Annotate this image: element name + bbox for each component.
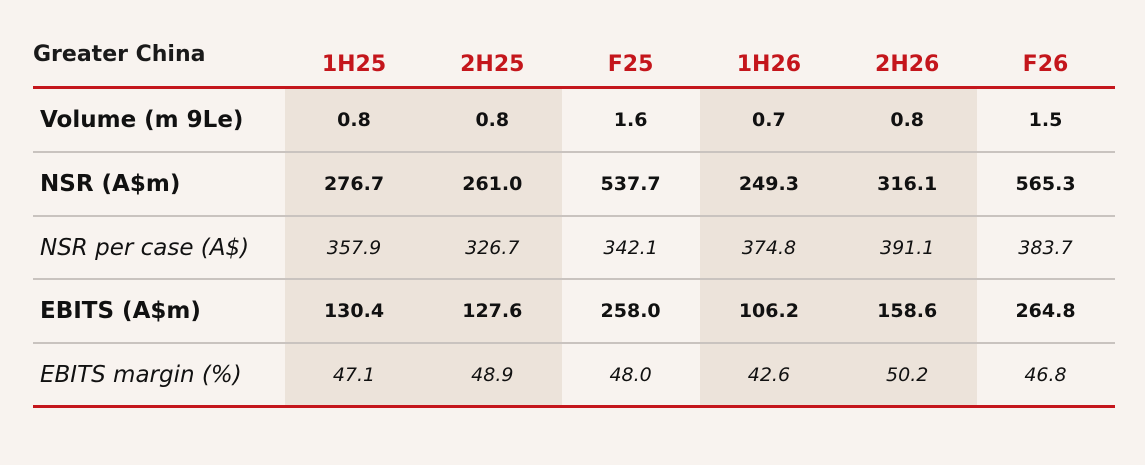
cell-value: 50.2 [886,363,929,386]
cell-value: 258.0 [600,299,661,322]
cell-value: 0.8 [890,108,925,131]
column-header: F25 [607,52,654,77]
cell-value: 46.8 [1024,363,1067,386]
cell-value: 0.8 [475,108,510,131]
cell-value: 391.1 [879,236,935,259]
cell-value: 47.1 [332,363,376,386]
column-shade [700,88,977,406]
row-rule [33,342,1115,344]
cell-value: 130.4 [323,299,385,322]
cell-value: 48.9 [471,363,514,386]
cell-value: 0.7 [752,108,786,131]
header-rule [33,86,1115,89]
table-title: Greater China [33,42,206,67]
column-header: 1H25 [321,52,387,77]
cell-value: 374.8 [741,236,797,259]
cell-value: 326.7 [465,236,520,259]
cell-value: 357.9 [326,236,382,259]
row-label: NSR per case (A$) [40,234,250,261]
cell-value: 342.1 [603,236,658,259]
cell-value: 565.3 [1015,172,1076,195]
cell-value: 0.8 [337,108,371,131]
bottom-rule [33,405,1115,408]
column-header: 2H26 [875,52,940,77]
row-rule [33,151,1115,153]
column-header: F26 [1022,52,1069,77]
row-label: NSR (A$m) [40,170,181,197]
column-header: 1H26 [736,52,802,77]
row-label: EBITS (A$m) [40,297,201,324]
cell-value: 1.5 [1028,108,1063,131]
cell-value: 383.7 [1018,236,1073,259]
cell-value: 1.6 [613,108,648,131]
cell-value: 264.8 [1015,299,1076,322]
cell-value: 537.7 [600,172,661,195]
row-rule [33,278,1115,280]
row-rule [33,215,1115,217]
cell-value: 316.1 [877,172,938,195]
row-label: EBITS margin (%) [40,361,242,388]
cell-value: 276.7 [323,172,385,195]
cell-value: 127.6 [462,299,523,322]
column-shade [285,88,562,406]
row-label: Volume (m 9Le) [40,106,244,133]
column-header: 2H25 [460,52,525,77]
cell-value: 106.2 [738,299,799,322]
cell-value: 42.6 [747,363,791,386]
cell-value: 158.6 [877,299,938,322]
cell-value: 261.0 [462,172,523,195]
cell-value: 48.0 [609,363,652,386]
cell-value: 249.3 [738,172,799,195]
